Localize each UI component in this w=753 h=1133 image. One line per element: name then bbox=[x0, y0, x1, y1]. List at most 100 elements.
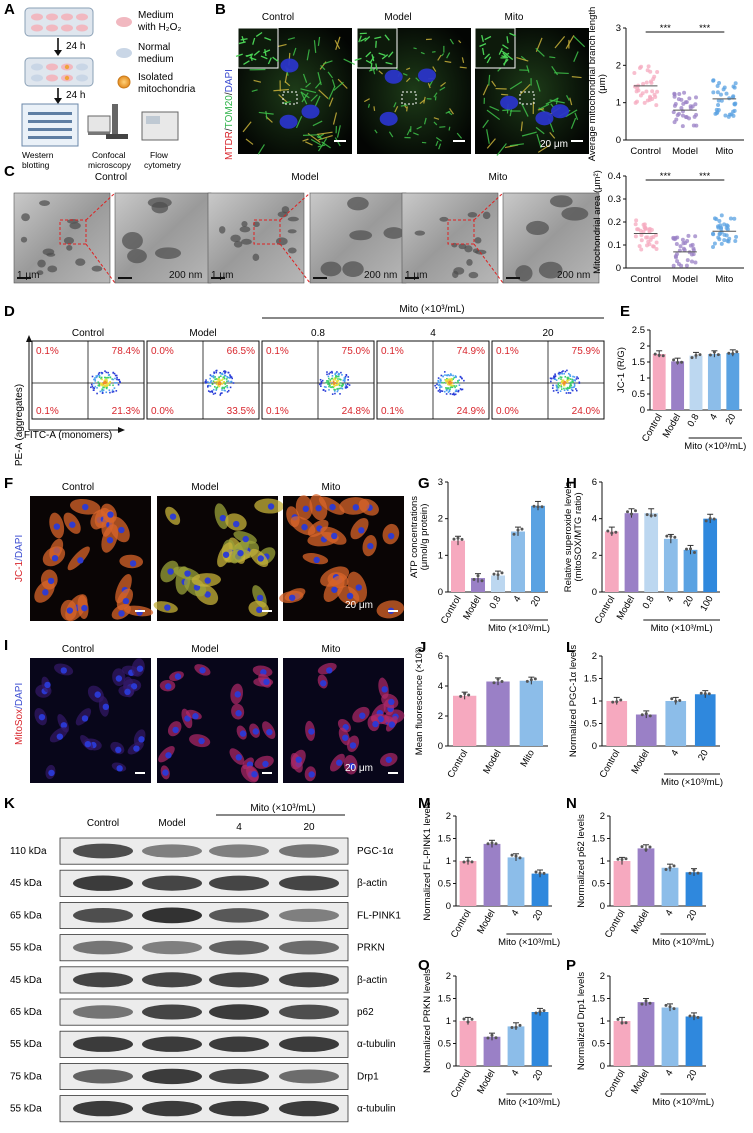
d-flow-plot-5: 20 0.1% 75.9% 0.0% 24.0% bbox=[491, 328, 605, 420]
d-plot-title: 0.8 bbox=[311, 328, 325, 339]
significance-label: *** bbox=[660, 23, 671, 34]
bar bbox=[483, 843, 501, 906]
data-point bbox=[675, 259, 680, 264]
y-tick-label: 1 bbox=[600, 856, 605, 867]
bar bbox=[531, 505, 545, 592]
data-point bbox=[645, 513, 649, 517]
data-point bbox=[728, 216, 733, 221]
data-point bbox=[540, 505, 544, 509]
y-axis-label: Normalized PGC-1α levels bbox=[568, 645, 579, 757]
b-scale-label: 20 μm bbox=[540, 139, 568, 150]
d-q-lr: 24.9% bbox=[457, 406, 485, 417]
x-tick-label: Model bbox=[629, 908, 651, 936]
data-point bbox=[610, 531, 614, 535]
bar bbox=[665, 701, 687, 746]
data-point bbox=[693, 234, 698, 239]
data-point bbox=[674, 117, 679, 122]
data-point bbox=[691, 123, 696, 128]
k-kda-label: 65 kDa bbox=[10, 910, 42, 921]
y-tick-label: 0.2 bbox=[608, 217, 621, 228]
data-point bbox=[644, 712, 648, 716]
data-point bbox=[624, 857, 628, 861]
panel-c: C Control Model Mito 1 μm 200 nm 1 μm 200 n… bbox=[4, 163, 600, 284]
y-tick-label: 0 bbox=[438, 587, 443, 598]
x-tick-label: 4 bbox=[708, 412, 720, 422]
panel-label-i: I bbox=[4, 637, 8, 654]
significance-label: *** bbox=[660, 171, 671, 182]
bar bbox=[604, 531, 619, 592]
data-point bbox=[685, 258, 690, 263]
bar bbox=[694, 694, 716, 746]
data-point bbox=[685, 547, 688, 551]
x-tick-label: 4 bbox=[663, 908, 675, 918]
data-point bbox=[653, 94, 658, 99]
bar bbox=[606, 701, 628, 746]
x-tick-label: Control bbox=[630, 274, 661, 285]
data-point bbox=[731, 113, 736, 118]
data-point bbox=[647, 97, 652, 102]
data-point bbox=[687, 96, 692, 101]
data-point bbox=[688, 1014, 692, 1018]
data-point bbox=[680, 360, 684, 364]
iimgs-image-3 bbox=[283, 658, 405, 783]
d-q-lr: 33.5% bbox=[227, 406, 255, 417]
panel-label-m: M bbox=[418, 795, 431, 812]
data-point bbox=[673, 535, 677, 539]
c-scale-label: 1 μm bbox=[211, 270, 233, 281]
data-point bbox=[655, 89, 660, 94]
data-point bbox=[711, 90, 716, 95]
chart-m: M 0 0.5 1 1.5 2 Normalized FL-PINK1 levels Cont… bbox=[418, 795, 560, 948]
data-point bbox=[624, 1021, 628, 1025]
data-point bbox=[639, 247, 644, 252]
k-protein-label: α-tubulin bbox=[357, 1104, 396, 1115]
x-tick-label: Model bbox=[481, 748, 503, 776]
d-q-ul: 0.1% bbox=[266, 346, 289, 357]
legend-mito-line2: mitochondria bbox=[138, 84, 196, 95]
y-axis-label: Average mitochondrial branch length(μm) bbox=[587, 7, 608, 162]
d-q-lr: 21.3% bbox=[112, 406, 140, 417]
y-tick-label: 1.5 bbox=[438, 834, 451, 845]
k-blot-row: 110 kDa PGC-1α bbox=[10, 837, 394, 865]
data-point bbox=[678, 699, 682, 703]
panel-label-f: F bbox=[4, 475, 13, 492]
bar bbox=[519, 680, 543, 746]
x-group-label: Mito (×10³/mL) bbox=[652, 1097, 714, 1108]
panel-label-p: P bbox=[566, 957, 576, 974]
panel-b: B Control Model Mito MTDR/TOM20/DAPI 20 … bbox=[215, 1, 589, 160]
d-q-lr: 24.0% bbox=[572, 406, 600, 417]
data-point bbox=[633, 222, 638, 227]
c-scale-label: 1 μm bbox=[405, 270, 427, 281]
data-point bbox=[490, 841, 494, 845]
data-point bbox=[476, 574, 480, 578]
data-point bbox=[536, 505, 540, 509]
y-tick-label: 1.5 bbox=[592, 994, 605, 1005]
data-point bbox=[719, 98, 724, 103]
data-point bbox=[647, 94, 652, 99]
x-tick-label: Model bbox=[461, 594, 483, 622]
d-q-ll: 0.1% bbox=[36, 406, 59, 417]
i-title-control: Control bbox=[62, 644, 94, 655]
panel-label-b: B bbox=[215, 1, 226, 18]
y-tick-label: 0.5 bbox=[438, 879, 451, 890]
y-tick-label: 3 bbox=[438, 477, 443, 488]
panel-label-j: J bbox=[418, 639, 426, 656]
chart-j: J 0 2 4 6 Mean fluorescence (×10³) Control Mode… bbox=[414, 639, 548, 780]
c-em-image-3: 1 μm bbox=[207, 192, 311, 284]
y-tick-label: 2.5 bbox=[632, 325, 645, 336]
x-tick-label: 20 bbox=[531, 908, 546, 923]
d-q-ll: 0.1% bbox=[266, 406, 289, 417]
y-tick-label: 2 bbox=[640, 341, 645, 352]
c-title-control: Control bbox=[95, 172, 127, 183]
data-point bbox=[716, 353, 720, 357]
d-q-lr: 24.8% bbox=[342, 406, 370, 417]
chart-g: G 0 1 2 3 ATP concentrations(μmol/g protein) C… bbox=[409, 475, 550, 634]
data-point bbox=[732, 108, 737, 113]
d-q-ur: 75.0% bbox=[342, 346, 370, 357]
d-q-ur: 75.9% bbox=[572, 346, 600, 357]
d-q-ll: 0.1% bbox=[381, 406, 404, 417]
d-q-ul: 0.1% bbox=[381, 346, 404, 357]
data-point bbox=[642, 100, 647, 105]
data-point bbox=[614, 530, 618, 534]
bar bbox=[531, 1012, 549, 1066]
y-tick-label: 1 bbox=[640, 373, 645, 384]
